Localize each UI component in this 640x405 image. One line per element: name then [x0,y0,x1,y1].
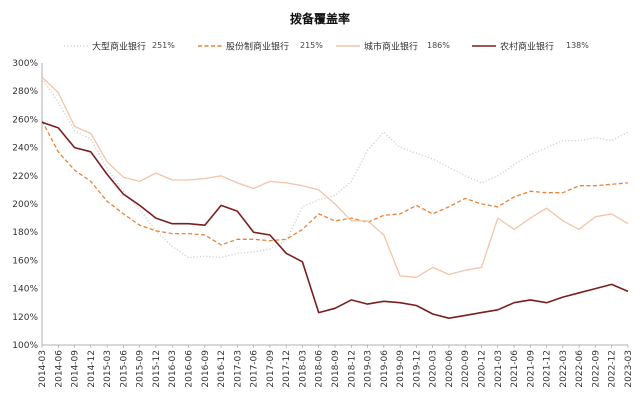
x-tick-label: 2019-03 [364,350,374,388]
y-tick-label: 240% [12,144,38,154]
x-tick-label: 2014-06 [54,350,64,388]
x-tick-label: 2018-09 [331,350,341,388]
x-tick-label: 2016-06 [185,350,195,388]
y-tick-label: 280% [12,87,38,97]
x-tick-label: 2020-09 [461,350,471,388]
y-tick-label: 300% [12,59,38,69]
y-tick-label: 260% [12,115,38,125]
x-tick-label: 2019-12 [412,350,422,388]
legend-label-2: 股份制商业银行 [226,41,289,53]
x-tick-label: 2014-03 [38,350,48,388]
x-tick-label: 2017-06 [250,350,260,388]
x-tick-label: 2015-09 [136,350,146,388]
x-tick-label: 2019-09 [396,350,406,388]
x-tick-label: 2019-06 [380,350,390,388]
legend-end-value-1: 251% [152,41,175,50]
legend-label-3: 城市商业银行 [364,41,418,53]
y-tick-label: 120% [12,313,38,323]
legend-label-1: 大型商业银行 [92,41,146,53]
x-tick-label: 2022-06 [575,350,585,388]
x-tick-label: 2021-12 [543,350,553,388]
x-tick-label: 2014-12 [87,350,97,388]
series-line-4 [41,121,629,320]
legend-end-value-2: 215% [300,41,323,50]
series-line-3 [41,76,629,278]
x-tick-label: 2018-06 [315,350,325,388]
x-tick-label: 2017-03 [233,350,243,388]
y-tick-label: 100% [12,341,38,351]
x-tick-label: 2021-06 [510,350,520,388]
x-tick-label: 2018-12 [347,350,357,388]
legend-label-4: 农村商业银行 [500,41,554,53]
x-tick-label: 2015-12 [152,350,162,388]
x-tick-label: 2016-12 [217,350,227,388]
series-layer [41,76,629,320]
x-tick-label: 2014-09 [71,350,81,388]
legend-end-value-4: 138% [566,41,589,50]
x-tick-label: 2017-12 [282,350,292,388]
series-line-2 [41,120,629,246]
x-tick-label: 2017-09 [266,350,276,388]
x-tick-label: 2022-09 [591,350,601,388]
x-tick-label: 2016-09 [201,350,211,388]
x-tick-label: 2023-03 [624,350,634,388]
x-tick-label: 2020-06 [445,350,455,388]
legend: 大型商业银行 251% 股份制商业银行 215% 城市商业银行 186% 农村商业银行 138… [64,41,589,53]
y-tick-label: 200% [12,200,38,210]
chart-title: 拨备覆盖率 [290,11,350,26]
x-tick-label: 2022-03 [559,350,569,388]
legend-end-value-3: 186% [427,41,450,50]
y-tick-label: 160% [12,256,38,266]
x-tick-label: 2015-03 [103,350,113,388]
series-line-1 [41,78,629,259]
axes: 100% 120% 140% 160% 180% 200% 220% 240% 260% 280%… [12,59,634,388]
x-tick-label: 2015-06 [119,350,129,388]
x-tick-label: 2022-12 [608,350,618,388]
x-tick-label: 2018-03 [298,350,308,388]
y-tick-label: 220% [12,172,38,182]
x-tick-label: 2016-03 [168,350,178,388]
y-tick-label: 180% [12,228,38,238]
x-tick-label: 2020-03 [429,350,439,388]
x-tick-label: 2021-03 [494,350,504,388]
x-tick-label: 2021-09 [526,350,536,388]
y-tick-label: 140% [12,285,38,295]
x-tick-label: 2020-12 [478,350,488,388]
